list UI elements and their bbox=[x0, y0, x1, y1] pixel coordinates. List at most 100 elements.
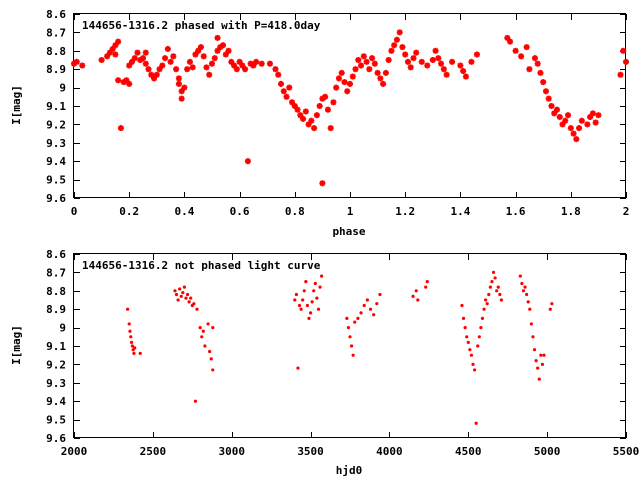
unphased-data-point bbox=[301, 298, 305, 302]
unphased-data-point bbox=[378, 292, 382, 297]
unphased-data-point bbox=[185, 292, 190, 297]
phased-y-tick-label: 9 bbox=[59, 82, 66, 95]
phased-data-point bbox=[170, 53, 177, 60]
phased-data-point bbox=[393, 36, 400, 43]
unphased-y-tick-label: 8.9 bbox=[46, 303, 66, 316]
phased-data-point bbox=[542, 88, 549, 95]
phased-data-point bbox=[388, 47, 395, 54]
unphased-data-point bbox=[129, 340, 134, 344]
phased-data-point bbox=[363, 58, 370, 65]
phased-data-point bbox=[565, 112, 572, 119]
unphased-data-point bbox=[192, 302, 196, 306]
unphased-data-point bbox=[471, 362, 475, 366]
unphased-data-point bbox=[362, 303, 366, 308]
phased-data-point bbox=[300, 115, 307, 122]
phased-data-point bbox=[620, 47, 627, 54]
unphased-data-point bbox=[463, 326, 467, 330]
unphased-plot-frame bbox=[73, 253, 626, 438]
phased-data-point bbox=[209, 60, 215, 67]
unphased-data-point bbox=[484, 298, 488, 302]
unphased-data-point bbox=[138, 351, 142, 355]
phased-data-point bbox=[181, 84, 188, 91]
phased-data-point bbox=[159, 62, 166, 69]
phased-data-point bbox=[435, 55, 442, 62]
unphased-data-point bbox=[129, 335, 133, 339]
phased-data-point bbox=[206, 71, 213, 78]
unphased-y-tick-label: 9.4 bbox=[46, 395, 66, 408]
phased-data-point bbox=[371, 60, 378, 67]
phased-data-point bbox=[507, 38, 514, 45]
unphased-x-tick-label: 2500 bbox=[140, 445, 167, 458]
unphased-data-point bbox=[318, 285, 322, 289]
unphased-data-point bbox=[523, 285, 527, 289]
unphased-y-tick-label: 9.6 bbox=[46, 432, 66, 445]
unphased-data-point bbox=[302, 289, 306, 293]
phased-y-tick-label: 8.9 bbox=[46, 63, 66, 76]
phased-data-point bbox=[186, 58, 193, 65]
phased-data-point bbox=[233, 66, 240, 73]
unphased-data-point bbox=[304, 280, 308, 284]
unphased-x-tick-label: 5000 bbox=[534, 445, 561, 458]
phased-x-tick-label: 1.2 bbox=[395, 205, 415, 218]
phased-data-point bbox=[142, 49, 149, 56]
unphased-data-point bbox=[189, 296, 193, 300]
phased-data-point bbox=[115, 38, 122, 45]
phased-data-point bbox=[457, 62, 464, 69]
phased-data-point bbox=[584, 121, 591, 128]
phased-data-point bbox=[112, 51, 119, 58]
unphased-y-tick-label: 9.2 bbox=[46, 358, 66, 371]
phased-data-point bbox=[462, 73, 469, 80]
phased-data-point bbox=[460, 68, 467, 75]
phased-data-points bbox=[71, 29, 629, 187]
unphased-chart-title: 144656-1316.2 not phased light curve bbox=[82, 259, 321, 272]
unphased-data-point bbox=[466, 340, 470, 344]
unphased-data-point bbox=[479, 326, 483, 330]
unphased-axis-ticks bbox=[74, 254, 627, 439]
phased-data-point bbox=[225, 47, 232, 54]
phased-data-point bbox=[316, 103, 323, 109]
phased-data-point bbox=[374, 69, 381, 76]
unphased-data-point bbox=[534, 359, 538, 363]
phased-data-point bbox=[302, 108, 309, 115]
unphased-data-point bbox=[521, 289, 526, 293]
phased-data-point bbox=[402, 51, 409, 58]
phased-data-point bbox=[178, 88, 185, 95]
phased-data-point bbox=[382, 69, 389, 76]
phased-data-point bbox=[396, 29, 403, 36]
unphased-y-tick-label: 9.3 bbox=[46, 377, 66, 390]
phased-data-point bbox=[438, 60, 445, 67]
unphased-data-point bbox=[461, 316, 466, 320]
unphased-data-point bbox=[493, 276, 497, 280]
phased-data-point bbox=[200, 53, 207, 60]
unphased-data-point bbox=[474, 421, 478, 425]
unphased-data-point bbox=[178, 287, 182, 291]
phased-data-point bbox=[556, 114, 563, 121]
unphased-data-point bbox=[528, 307, 532, 311]
phased-data-point bbox=[360, 53, 367, 60]
phased-data-point bbox=[126, 62, 133, 69]
unphased-data-point bbox=[206, 322, 210, 326]
phased-data-point bbox=[540, 79, 547, 86]
phased-data-point bbox=[167, 58, 174, 65]
phased-data-point bbox=[275, 71, 282, 78]
unphased-data-point bbox=[526, 300, 530, 304]
phased-data-point bbox=[366, 66, 373, 73]
unphased-data-points bbox=[126, 270, 554, 425]
phased-data-point bbox=[184, 66, 191, 73]
phased-data-point bbox=[352, 66, 359, 73]
unphased-y-axis-label: I[mag] bbox=[10, 325, 23, 365]
unphased-data-point bbox=[187, 300, 191, 304]
unphased-data-point bbox=[348, 335, 352, 339]
phased-data-point bbox=[112, 42, 119, 49]
phased-data-point bbox=[413, 49, 420, 56]
phased-data-point bbox=[308, 117, 315, 124]
phased-data-point bbox=[473, 51, 480, 58]
unphased-x-tick-label: 4500 bbox=[455, 445, 482, 458]
phased-data-point bbox=[349, 73, 356, 80]
unphased-data-point bbox=[133, 346, 137, 350]
phased-y-axis-label: I[mag] bbox=[10, 85, 23, 125]
phased-data-point bbox=[592, 119, 599, 126]
unphased-data-point bbox=[536, 366, 540, 370]
unphased-data-point bbox=[414, 289, 418, 293]
phased-data-point bbox=[554, 106, 560, 113]
